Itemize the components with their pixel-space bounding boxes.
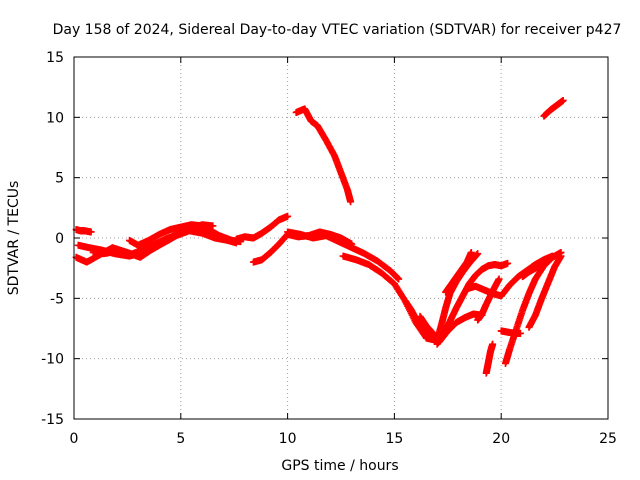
data-point xyxy=(87,228,95,236)
data-point xyxy=(548,252,556,260)
x-tick-label: 20 xyxy=(492,431,510,447)
y-tick-label: -10 xyxy=(41,352,64,368)
series-arc-22 xyxy=(525,252,565,331)
data-point xyxy=(495,275,503,283)
data-point xyxy=(557,252,565,260)
data-point xyxy=(347,198,355,206)
data-point xyxy=(395,275,403,283)
chart-title: Day 158 of 2024, Sidereal Day-to-day VTE… xyxy=(53,22,622,38)
data-points xyxy=(72,96,567,377)
series-arc-5 xyxy=(126,221,206,249)
y-tick-label: 5 xyxy=(55,171,64,187)
data-point xyxy=(559,96,567,104)
data-point xyxy=(284,212,292,220)
data-point xyxy=(474,250,482,258)
x-tick-label: 0 xyxy=(70,431,79,447)
x-axis-label: GPS time / hours xyxy=(281,458,398,474)
series-arc-12 xyxy=(416,250,482,345)
axes: 0 5 10 15 20 25 15 10 5 0 -5 -10 -15 xyxy=(41,50,617,447)
series-arc-3 xyxy=(72,226,95,236)
x-tick-label: 10 xyxy=(279,431,297,447)
series-arc-6 xyxy=(232,212,292,243)
series-arc-15 xyxy=(442,248,475,296)
y-tick-label: 15 xyxy=(46,50,64,66)
y-tick-label: 10 xyxy=(46,110,64,126)
series-arc-19 xyxy=(501,248,565,367)
series-arc-23 xyxy=(519,257,552,281)
data-point xyxy=(209,222,217,230)
series-arc-10 xyxy=(292,105,355,206)
y-axis-label: SDTVAR / TECUs xyxy=(6,181,22,296)
data-point xyxy=(544,257,552,265)
series-arc-8 xyxy=(284,228,403,283)
data-point xyxy=(198,222,206,230)
series-arc-17 xyxy=(474,275,503,324)
data-point xyxy=(504,259,512,267)
series-arc-13 xyxy=(433,259,512,348)
data-point xyxy=(489,340,497,348)
series-arc-21 xyxy=(497,327,524,337)
x-tick-label: 15 xyxy=(385,431,403,447)
x-tick-label: 5 xyxy=(176,431,185,447)
y-tick-label: -15 xyxy=(41,412,64,428)
series-arc-24 xyxy=(540,96,567,120)
series-arc-18 xyxy=(482,340,497,377)
data-point xyxy=(467,248,475,256)
y-tick-label: -5 xyxy=(50,291,64,307)
x-tick-label: 25 xyxy=(599,431,617,447)
y-tick-label: 0 xyxy=(55,231,64,247)
data-point xyxy=(516,329,524,337)
